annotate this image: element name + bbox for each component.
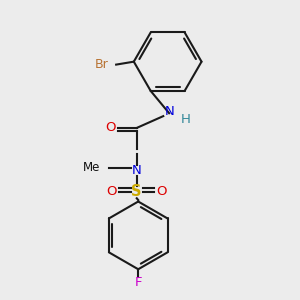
Text: N: N: [164, 105, 174, 118]
Text: S: S: [131, 184, 142, 199]
Text: Me: Me: [82, 161, 100, 174]
Text: N: N: [132, 164, 142, 177]
Text: O: O: [157, 185, 167, 198]
Text: O: O: [105, 122, 116, 134]
Text: Br: Br: [95, 58, 109, 71]
Text: H: H: [180, 112, 190, 126]
Text: O: O: [106, 185, 117, 198]
Text: F: F: [134, 276, 142, 289]
